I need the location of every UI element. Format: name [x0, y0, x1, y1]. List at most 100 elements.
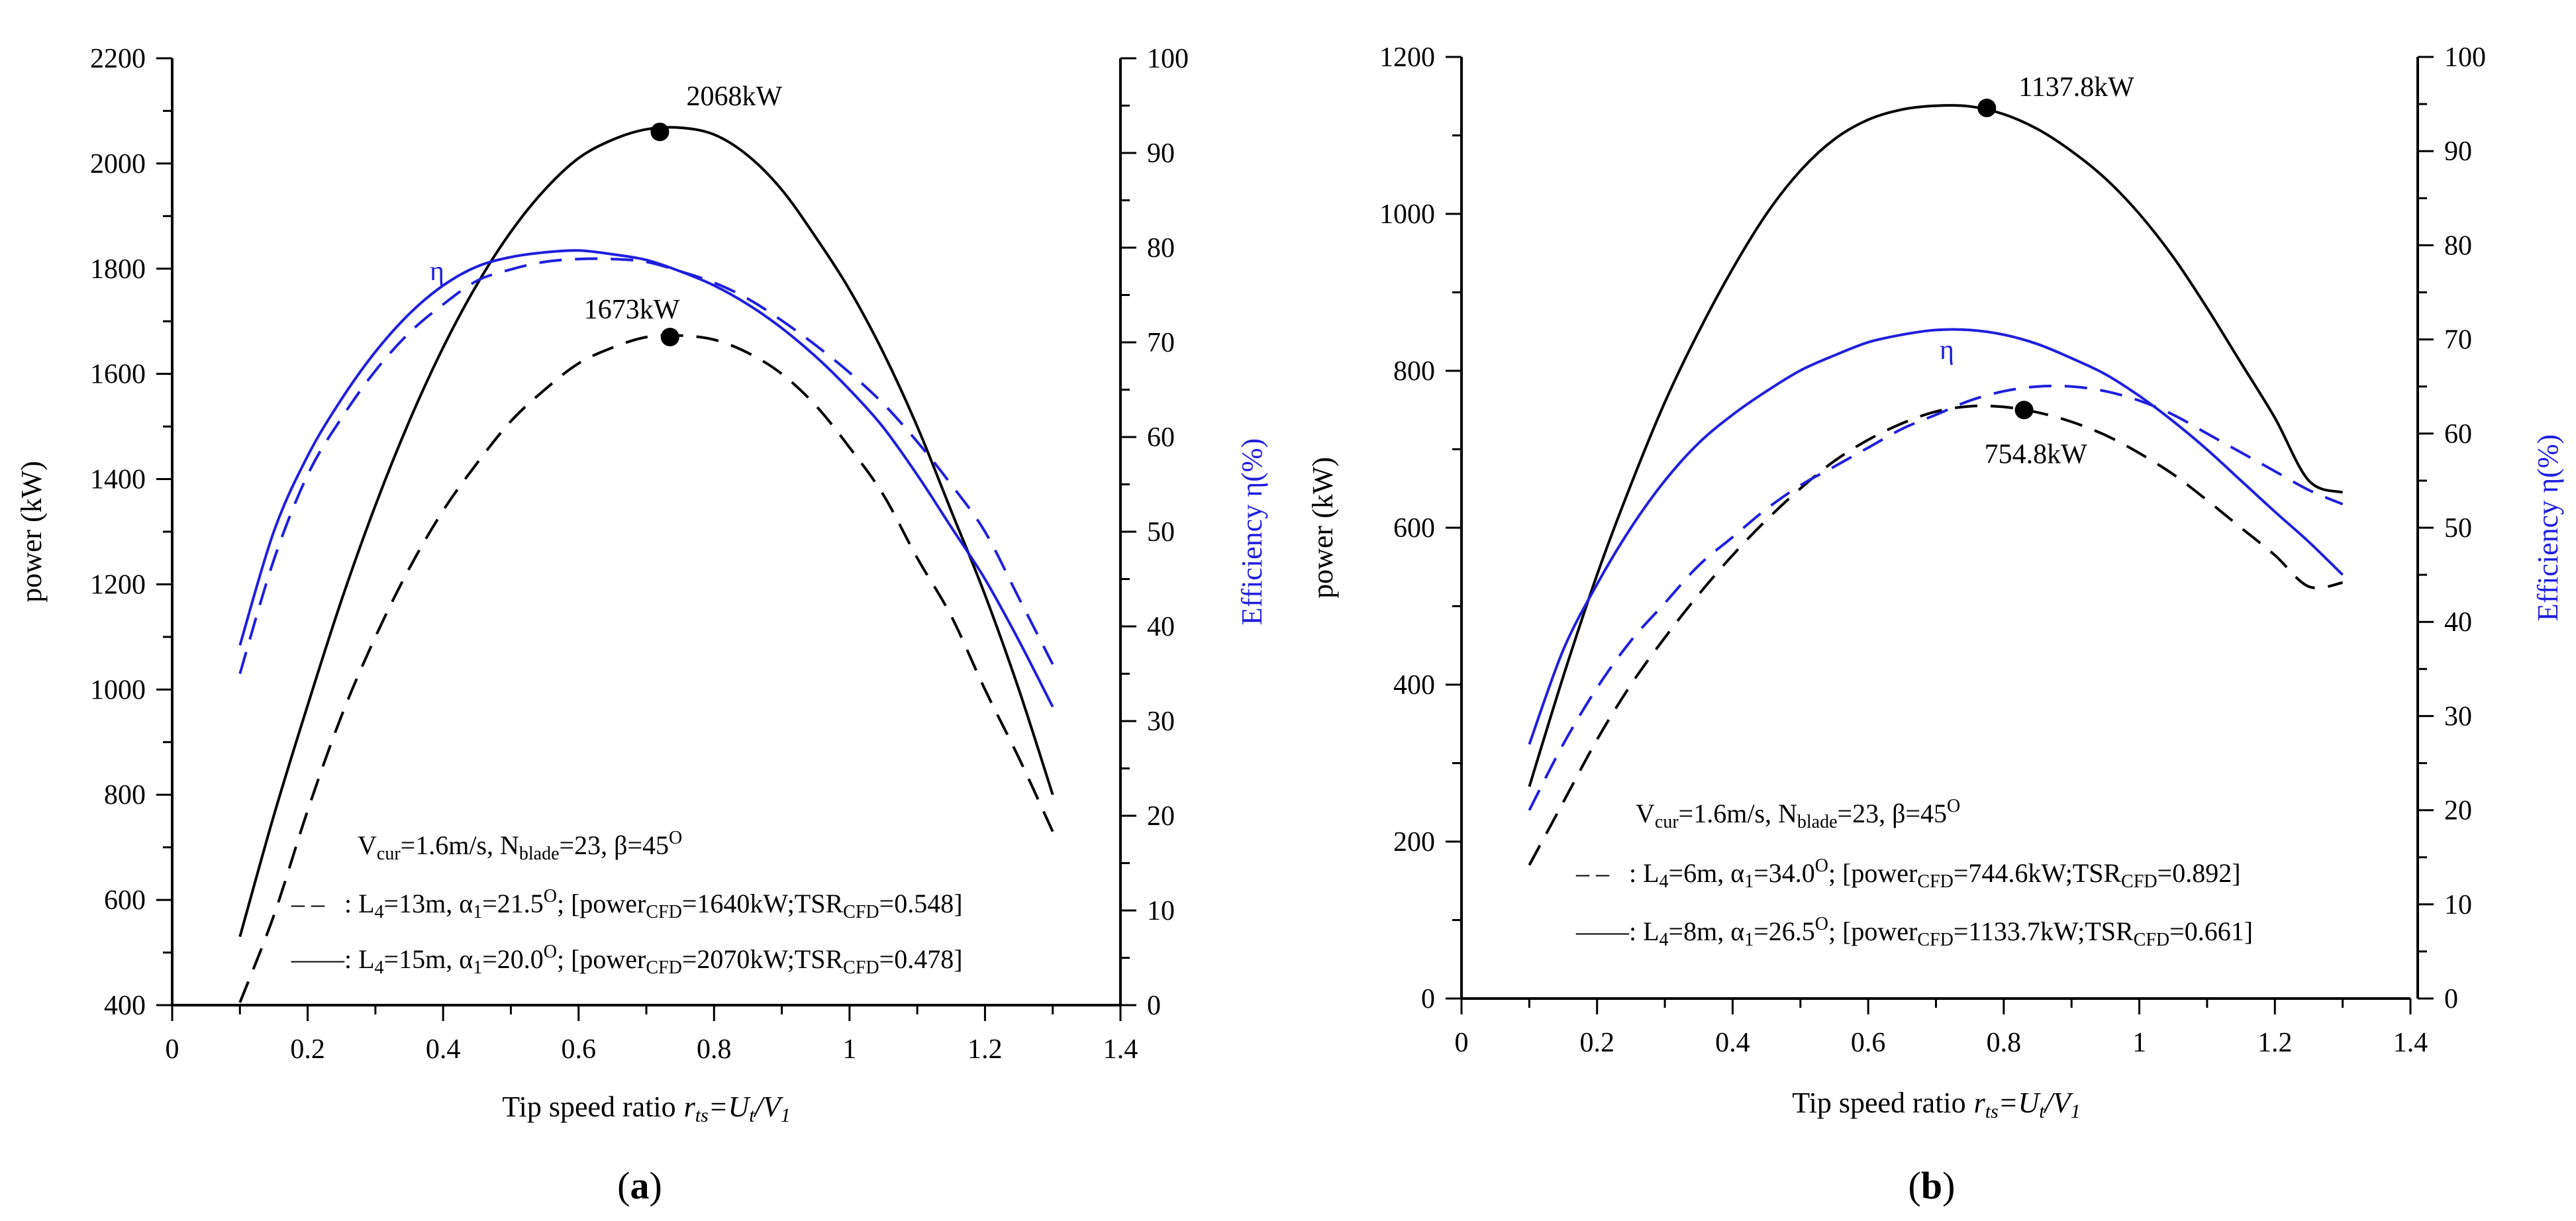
x-tick-label: 1.4	[1103, 1034, 1138, 1065]
legend-entry-dashed: – – : L4=6m, α1=34.0O; [powerCFD=744.6kW…	[1575, 855, 2241, 892]
y-tick-label: 600	[104, 885, 146, 916]
legend: Vcur=1.6m/s, Nblade=23, β=45O – – : L4=1…	[291, 828, 963, 978]
y2-tick-label: 20	[2444, 796, 2472, 826]
y-axis-label: power (kW)	[1307, 457, 1339, 599]
y2-tick-label: 40	[1147, 612, 1175, 642]
x-axis-label-text: Tip speed ratio	[1792, 1087, 1965, 1119]
x-tick-label: 1.2	[2257, 1028, 2293, 1058]
y-tick-label: 1400	[90, 465, 146, 495]
y2-tick-label: 0	[1147, 991, 1161, 1021]
y2-tick-label: 50	[2444, 513, 2472, 544]
x-axis-label-eq: =U	[709, 1091, 752, 1123]
y2-tick-label: 60	[2444, 419, 2472, 450]
x-axis-label: Tip speed ratio rts=Ut/V1	[502, 1091, 790, 1126]
x-axis-label: Tip speed ratio rts=Ut/V1	[1792, 1087, 2080, 1122]
y2-axis-label: Efficiency η(%)	[1236, 438, 1268, 625]
x-axis-label-symbol-sub: ts	[695, 1104, 709, 1126]
y2-tick-label: 30	[2444, 701, 2472, 732]
x-axis-label-symbol: r	[1974, 1087, 1986, 1119]
y-tick-label: 600	[1393, 513, 1435, 544]
peak-marker	[660, 328, 679, 347]
y2-tick-label: 0	[2444, 984, 2458, 1014]
series-line-power-solid	[238, 126, 1054, 938]
series-line-efficiency-dashed	[1528, 384, 2344, 811]
x-tick-label: 0.6	[1851, 1028, 1886, 1058]
x-tick-label: 0.4	[426, 1034, 461, 1065]
x-tick-label: 0.8	[697, 1034, 732, 1065]
peak-marker	[2014, 401, 2034, 420]
panel-a: 0 0.2 0.4 0.6 0.8 1 1.2 1.440060080010001200140…	[15, 44, 1268, 1207]
x-tick-label: 0.8	[1987, 1028, 2022, 1058]
y-tick-label: 800	[104, 780, 146, 810]
peak-label: 754.8kW	[1985, 439, 2088, 469]
x-tick-label: 0.6	[561, 1034, 596, 1065]
legend-text-solid: : L4=8m, α1=26.5O; [powerCFD=1133.7kW;TS…	[1629, 914, 2253, 950]
legend-marker-dashed: – –	[1575, 858, 1610, 888]
x-axis-label-eq-sub1: t	[2039, 1100, 2045, 1122]
y-tick-label: 800	[1393, 356, 1435, 387]
series-line-power-dashed	[238, 334, 1054, 1003]
x-tick-label: 0	[1455, 1028, 1469, 1058]
peak-label: 2068kW	[686, 81, 782, 112]
x-axis-label-symbol-sub: ts	[1985, 1100, 1999, 1122]
peak-marker	[1977, 99, 1997, 118]
y2-tick-label: 30	[1147, 707, 1175, 737]
y2-tick-label: 90	[1147, 138, 1175, 169]
x-tick-label: 0.2	[1579, 1028, 1614, 1058]
legend-marker-dashed: – –	[291, 889, 325, 918]
x-tick-label: 0.2	[290, 1034, 325, 1065]
x-axis-label-text: Tip speed ratio	[502, 1091, 675, 1123]
peak-marker	[650, 122, 669, 142]
series-line-power-solid	[1528, 104, 2344, 787]
y2-tick-label: 70	[1147, 328, 1175, 358]
y2-tick-label: 60	[1147, 422, 1175, 453]
peak-label: 1673kW	[584, 295, 680, 325]
legend-condition: Vcur=1.6m/s, Nblade=23, β=45O	[358, 828, 682, 864]
y-tick-label: 400	[1393, 670, 1435, 701]
legend-entry-solid: —— : L4=15m, α1=20.0O; [powerCFD=2070kW;…	[291, 942, 963, 978]
legend-text-solid: : L4=15m, α1=20.0O; [powerCFD=2070kW;TSR…	[344, 942, 963, 978]
y2-tick-label: 100	[1147, 44, 1189, 74]
panel-b: 0 0.2 0.4 0.6 0.8 1 1.2 1.402004006008001000120…	[1307, 42, 2564, 1207]
y-axis-label: power (kW)	[15, 461, 48, 603]
x-axis-label-eq-sub2: 1	[781, 1104, 791, 1126]
x-tick-label: 0	[166, 1034, 179, 1065]
y2-tick-label: 90	[2444, 136, 2472, 167]
y2-tick-label: 100	[2444, 42, 2486, 73]
y-tick-label: 1600	[90, 360, 146, 390]
y2-tick-label: 80	[2444, 230, 2472, 261]
series-line-efficiency-solid	[1528, 328, 2344, 745]
x-tick-label: 1.4	[2393, 1028, 2428, 1058]
y-tick-label: 400	[104, 991, 146, 1021]
series-line-power-dashed	[1528, 404, 2343, 866]
eta-label: η	[430, 256, 444, 287]
y-tick-label: 2200	[90, 44, 146, 74]
x-axis-label-eq-sub1: t	[749, 1104, 755, 1126]
x-tick-label: 1.2	[967, 1034, 1003, 1065]
y2-axis-label: Efficiency η(%)	[2532, 434, 2564, 621]
legend: Vcur=1.6m/s, Nblade=23, β=45O – – : L4=6…	[1575, 796, 2253, 950]
legend-marker-solid: ——	[291, 944, 345, 974]
y2-tick-label: 70	[2444, 325, 2472, 356]
x-axis-label-eq-mid: /V	[2043, 1087, 2074, 1119]
series-line-efficiency-solid	[238, 249, 1054, 708]
y2-tick-label: 10	[2444, 890, 2472, 920]
x-axis-label-eq-mid: /V	[753, 1091, 784, 1123]
x-axis-label-eq: =U	[1999, 1087, 2042, 1119]
legend-text-dashed: : L4=6m, α1=34.0O; [powerCFD=744.6kW;TSR…	[1629, 855, 2241, 892]
legend-text-dashed: : L4=13m, α1=21.5O; [powerCFD=1640kW;TSR…	[344, 886, 963, 922]
y2-tick-label: 10	[1147, 896, 1175, 926]
panel-label: (b)	[1908, 1164, 1956, 1207]
y-tick-label: 1200	[90, 569, 146, 600]
y2-tick-label: 40	[2444, 607, 2472, 638]
y-tick-label: 1000	[90, 675, 146, 705]
peak-label: 1137.8kW	[2018, 72, 2134, 103]
y2-tick-label: 80	[1147, 233, 1175, 264]
legend-entry-dashed: – – : L4=13m, α1=21.5O; [powerCFD=1640kW…	[291, 886, 963, 922]
y-tick-label: 200	[1393, 827, 1435, 857]
y-tick-label: 1800	[90, 254, 146, 285]
x-tick-label: 1	[842, 1034, 856, 1065]
y2-tick-label: 50	[1147, 517, 1175, 548]
panel-label: (a)	[617, 1164, 662, 1207]
